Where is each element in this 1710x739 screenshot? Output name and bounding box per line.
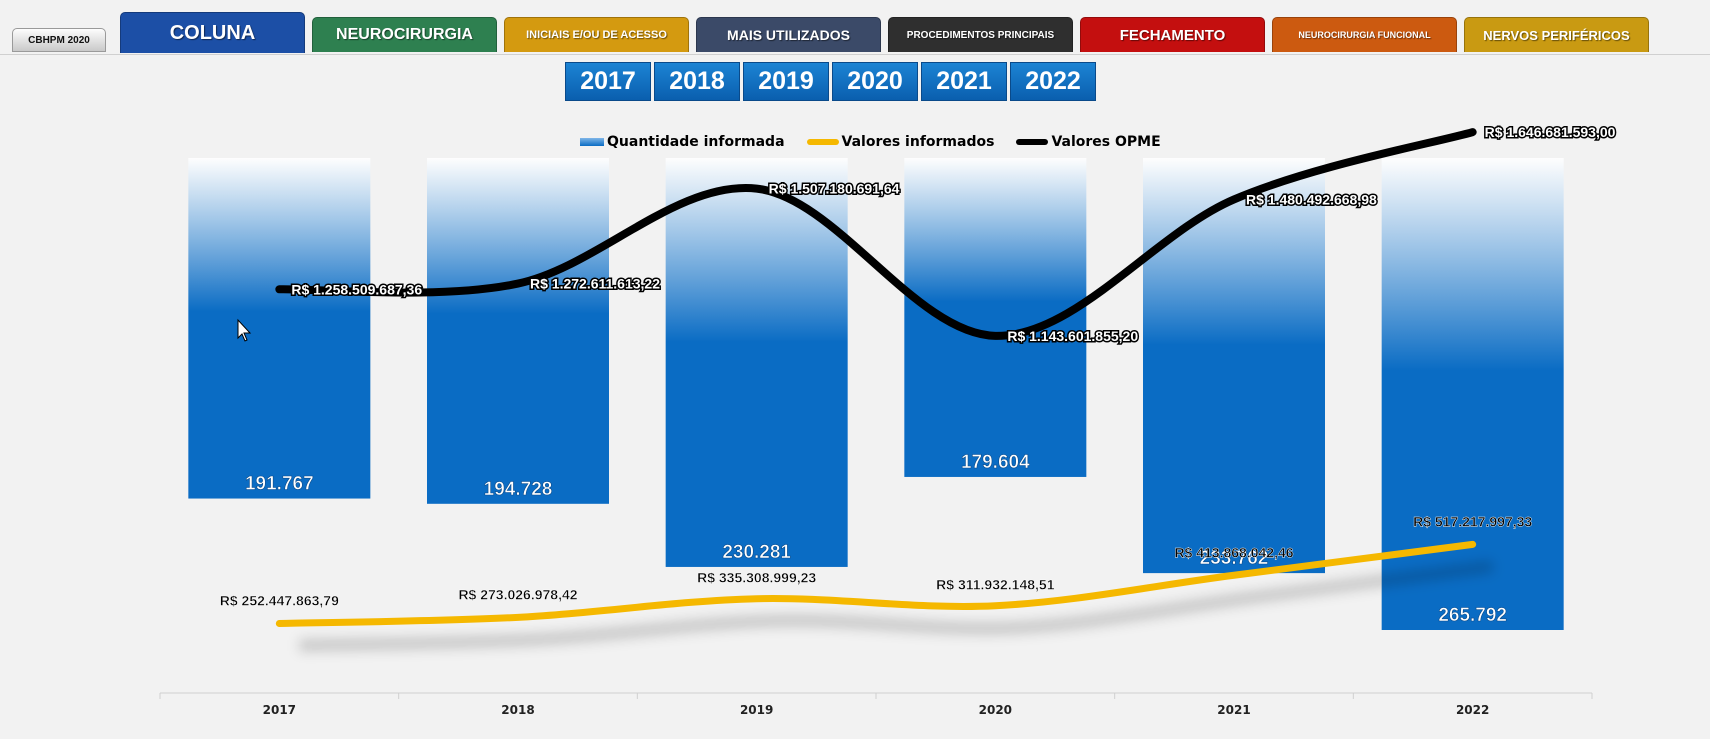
bar-label-2020: 179.604 bbox=[961, 452, 1030, 473]
label-valores-informados-2017: R$ 252.447.863,79 bbox=[220, 593, 339, 609]
bar-label-2022: 265.792 bbox=[1438, 605, 1507, 626]
label-valores-informados-2021: R$ 413.868.042,46 bbox=[1174, 544, 1293, 560]
label-valores-opme-2019: R$ 1.507.180.691,64 bbox=[769, 181, 900, 197]
bar-2021 bbox=[1143, 158, 1325, 573]
label-valores-opme-2020: R$ 1.143.601.855,20 bbox=[1007, 328, 1138, 344]
label-valores-informados-2019: R$ 335.308.999,23 bbox=[697, 570, 816, 586]
x-tick-label-2019: 2019 bbox=[740, 703, 773, 717]
bar-label-2019: 230.281 bbox=[722, 542, 791, 563]
label-valores-informados-2020: R$ 311.932.148,51 bbox=[936, 577, 1055, 593]
label-valores-informados-2018: R$ 273.026.978,42 bbox=[458, 586, 577, 602]
bar-2022 bbox=[1382, 158, 1564, 630]
x-tick-label-2018: 2018 bbox=[501, 703, 534, 717]
x-tick-label-2017: 2017 bbox=[263, 703, 296, 717]
x-tick-label-2020: 2020 bbox=[979, 703, 1012, 717]
label-valores-opme-2022: R$ 1.646.681.593,00 bbox=[1485, 124, 1616, 140]
label-valores-opme-2018: R$ 1.272.611.613,22 bbox=[530, 276, 660, 292]
bar-label-2018: 194.728 bbox=[484, 479, 553, 500]
label-valores-informados-2022: R$ 517.217.997,33 bbox=[1413, 513, 1532, 529]
x-tick-label-2021: 2021 bbox=[1217, 703, 1250, 717]
bar-label-2017: 191.767 bbox=[245, 474, 314, 495]
label-valores-opme-2017: R$ 1.258.509.687,36 bbox=[291, 281, 422, 297]
bar-2017 bbox=[188, 158, 370, 499]
bar-2018 bbox=[427, 158, 609, 504]
x-tick-label-2022: 2022 bbox=[1456, 703, 1489, 717]
label-valores-opme-2021: R$ 1.480.492.668,98 bbox=[1246, 191, 1377, 207]
